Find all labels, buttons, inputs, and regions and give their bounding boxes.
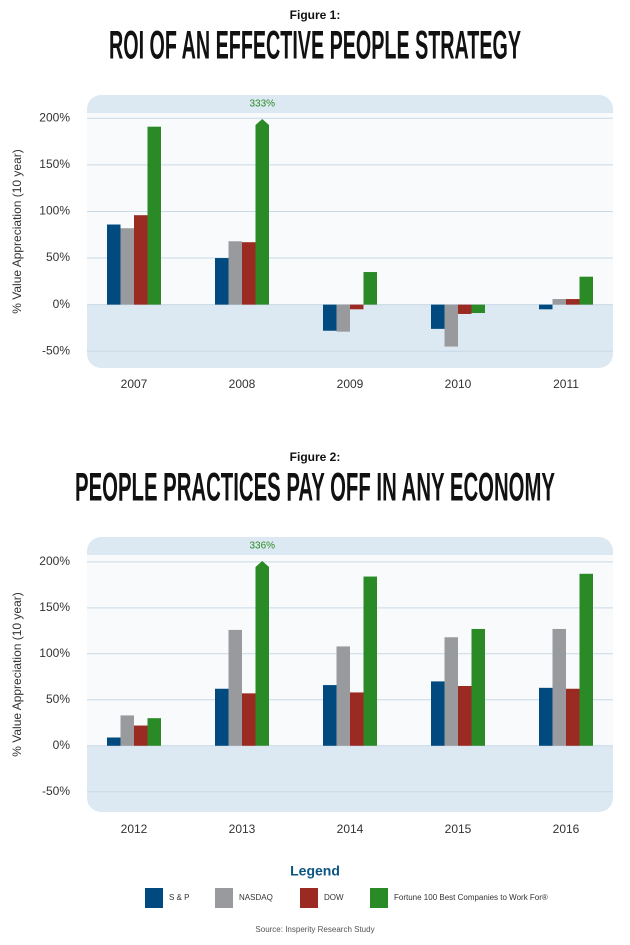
legend-label: S & P	[169, 893, 189, 902]
y-tick-label: 200%	[39, 110, 70, 124]
bar	[566, 688, 580, 746]
legend-swatch	[370, 888, 388, 908]
y-tick-label: 0%	[53, 297, 71, 311]
bar	[579, 573, 593, 746]
legend-swatch	[300, 888, 318, 908]
bar	[134, 215, 148, 305]
bar	[215, 688, 229, 746]
x-tick-label: 2009	[337, 377, 364, 391]
bar	[228, 241, 242, 305]
legend-label: DOW	[324, 893, 344, 902]
bar	[471, 304, 485, 314]
y-tick-label: 100%	[39, 204, 70, 218]
y-tick-label: 50%	[46, 250, 70, 264]
bar	[107, 737, 121, 746]
bar	[242, 693, 256, 746]
x-tick-label: 2008	[229, 377, 256, 391]
bar	[363, 272, 377, 305]
bar	[566, 299, 580, 305]
bar	[552, 628, 566, 746]
bar	[350, 304, 364, 310]
positive-area	[87, 113, 613, 305]
figure-label: Figure 2:	[290, 450, 341, 464]
y-axis-label: % Value Appreciation (10 year)	[10, 592, 24, 757]
bar	[458, 304, 472, 314]
legend-title: Legend	[290, 863, 340, 879]
bar	[444, 637, 458, 746]
bar	[444, 304, 458, 347]
bar	[107, 224, 121, 305]
chart-title: PEOPLE PRACTICES PAY OFF IN ANY ECONOMY	[75, 466, 555, 510]
bar	[350, 692, 364, 746]
bar	[255, 561, 269, 746]
x-tick-label: 2007	[121, 377, 148, 391]
bar	[471, 628, 485, 746]
bar	[323, 685, 337, 746]
x-tick-label: 2016	[553, 822, 580, 836]
bar	[215, 258, 229, 305]
bar	[363, 576, 377, 746]
bar	[552, 299, 566, 305]
bar	[539, 687, 553, 746]
source: Source: Insperity Research Study	[255, 925, 374, 934]
bar	[134, 725, 148, 746]
value-label: 333%	[249, 99, 275, 110]
y-tick-label: 0%	[53, 738, 71, 752]
bar	[458, 685, 472, 746]
legend-swatch	[215, 888, 233, 908]
bar	[228, 629, 242, 746]
bar	[120, 715, 134, 746]
x-tick-label: 2010	[445, 377, 472, 391]
x-tick-label: 2015	[445, 822, 472, 836]
legend-swatch	[145, 888, 163, 908]
y-tick-label: -50%	[42, 784, 70, 798]
y-tick-label: -50%	[42, 343, 70, 357]
chart-title: ROI OF AN EFFECTIVE PEOPLE STRATEGY	[109, 24, 521, 68]
value-label: 336%	[249, 541, 275, 552]
bar	[242, 242, 256, 305]
y-tick-label: 100%	[39, 646, 70, 660]
bar	[579, 276, 593, 305]
x-tick-label: 2011	[553, 377, 579, 391]
legend-label: Fortune 100 Best Companies to Work For®	[394, 893, 548, 902]
y-tick-label: 200%	[39, 554, 70, 568]
y-tick-label: 50%	[46, 692, 70, 706]
x-tick-label: 2014	[337, 822, 364, 836]
bar	[120, 228, 134, 305]
bar	[147, 126, 161, 305]
bar	[539, 304, 553, 310]
bar	[336, 646, 350, 746]
figure-label: Figure 1:	[290, 8, 341, 22]
x-tick-label: 2012	[121, 822, 148, 836]
bar	[323, 304, 337, 331]
y-tick-label: 150%	[39, 600, 70, 614]
bar	[431, 681, 445, 746]
legend-label: NASDAQ	[239, 893, 273, 902]
x-tick-label: 2013	[229, 822, 256, 836]
y-axis-label: % Value Appreciation (10 year)	[10, 149, 24, 314]
bar	[147, 718, 161, 746]
bar	[255, 119, 269, 305]
y-tick-label: 150%	[39, 157, 70, 171]
bar	[431, 304, 445, 329]
bar	[336, 304, 350, 332]
